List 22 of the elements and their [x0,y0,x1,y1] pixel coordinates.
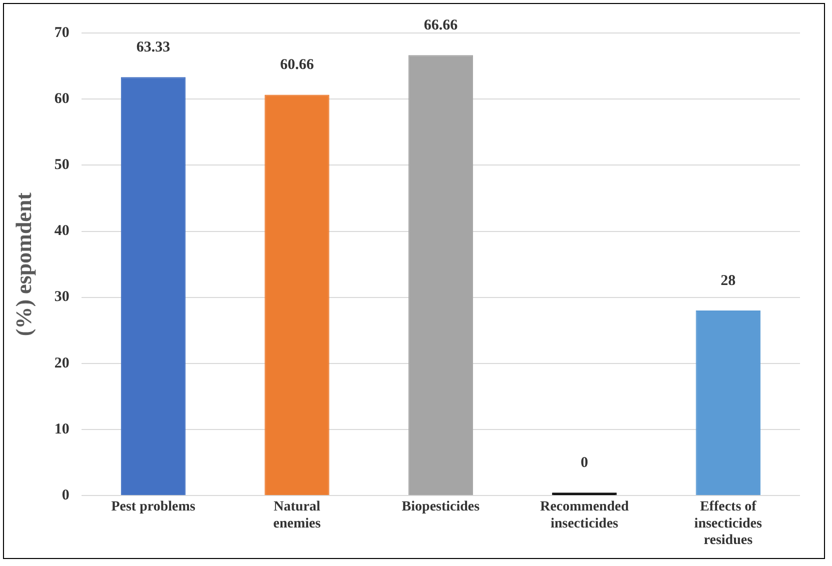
y-axis-title: (%) espomdent [10,192,36,336]
x-tick-label: Effects of insecticides residues [694,500,763,548]
x-tick-label: Natural enemies [273,500,322,532]
bar [408,55,474,496]
x-tick-label: Pest problems [111,500,196,515]
y-tick-label: 50 [54,157,70,174]
bar [264,94,330,496]
y-tick-label: 60 [54,90,70,107]
data-label: 0 [580,454,588,471]
x-tick-label: Biopesticides [402,500,480,515]
data-label: 28 [720,272,736,289]
y-tick-label: 20 [54,355,70,372]
data-label: 60.66 [280,57,314,74]
y-tick-label: 30 [54,289,70,306]
y-tick-label: 70 [54,24,70,41]
bar [120,77,186,496]
data-label: 63.33 [136,39,170,56]
y-tick-label: 10 [54,421,70,438]
y-tick-label: 40 [54,223,70,240]
x-tick-label: Recommended insecticides [540,500,629,532]
data-label: 66.66 [424,17,458,34]
y-tick-label: 0 [62,487,70,504]
